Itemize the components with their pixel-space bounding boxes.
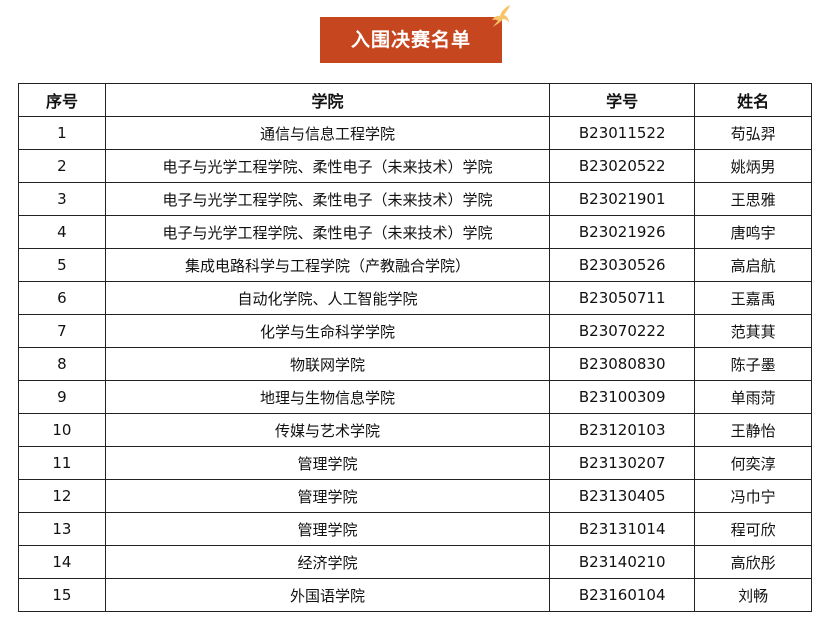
cell-student-id: B23080830	[549, 347, 696, 381]
cell-index: 6	[18, 281, 106, 315]
cell-student-id: B23030526	[549, 248, 696, 282]
cell-college: 传媒与艺术学院	[104, 413, 551, 447]
cell-student-id: B23160104	[549, 578, 696, 612]
table-row: 8 物联网学院 B23080830 陈子墨	[18, 347, 812, 381]
cell-student-id: B23100309	[549, 380, 696, 414]
cell-name: 唐鸣宇	[694, 215, 812, 249]
cell-student-id: B23050711	[549, 281, 696, 315]
cell-index: 13	[18, 512, 106, 546]
cell-student-id: B23131014	[549, 512, 696, 546]
cell-student-id: B23140210	[549, 545, 696, 579]
cell-student-id: B23021926	[549, 215, 696, 249]
cell-name: 王思雅	[694, 182, 812, 216]
cell-college: 电子与光学工程学院、柔性电子（未来技术）学院	[104, 215, 551, 249]
finalist-table: 序号 学院 学号 姓名 1 通信与信息工程学院 B23011522 苟弘羿 2 电子与光学…	[18, 83, 812, 612]
cell-name: 姚炳男	[694, 149, 812, 183]
cell-name: 范萁萁	[694, 314, 812, 348]
cell-name: 王嘉禹	[694, 281, 812, 315]
bird-icon	[492, 5, 510, 27]
table-row: 5 集成电路科学与工程学院（产教融合学院） B23030526 高启航	[18, 248, 812, 282]
table-header-row: 序号 学院 学号 姓名	[18, 83, 812, 117]
cell-name: 苟弘羿	[694, 116, 812, 150]
cell-name: 高欣彤	[694, 545, 812, 579]
table-row: 1 通信与信息工程学院 B23011522 苟弘羿	[18, 116, 812, 150]
table-row: 14 经济学院 B23140210 高欣彤	[18, 545, 812, 579]
cell-student-id: B23011522	[549, 116, 696, 150]
cell-index: 11	[18, 446, 106, 480]
cell-college: 电子与光学工程学院、柔性电子（未来技术）学院	[104, 149, 551, 183]
cell-student-id: B23130207	[549, 446, 696, 480]
cell-name: 何奕淳	[694, 446, 812, 480]
cell-student-id: B23021901	[549, 182, 696, 216]
cell-college: 地理与生物信息学院	[104, 380, 551, 414]
cell-college: 管理学院	[104, 479, 551, 513]
header-index: 序号	[18, 83, 106, 117]
cell-index: 5	[18, 248, 106, 282]
cell-college: 管理学院	[104, 446, 551, 480]
cell-index: 7	[18, 314, 106, 348]
cell-college: 电子与光学工程学院、柔性电子（未来技术）学院	[104, 182, 551, 216]
header-name: 姓名	[694, 83, 812, 117]
cell-index: 14	[18, 545, 106, 579]
cell-index: 3	[18, 182, 106, 216]
table-row: 11 管理学院 B23130207 何奕淳	[18, 446, 812, 480]
cell-name: 刘畅	[694, 578, 812, 612]
cell-college: 集成电路科学与工程学院（产教融合学院）	[104, 248, 551, 282]
table-row: 6 自动化学院、人工智能学院 B23050711 王嘉禹	[18, 281, 812, 315]
table-row: 13 管理学院 B23131014 程可欣	[18, 512, 812, 546]
table-row: 10 传媒与艺术学院 B23120103 王静怡	[18, 413, 812, 447]
header-college: 学院	[104, 83, 551, 117]
page-title: 入围决赛名单	[350, 29, 471, 51]
cell-name: 高启航	[694, 248, 812, 282]
cell-index: 2	[18, 149, 106, 183]
cell-index: 15	[18, 578, 106, 612]
cell-student-id: B23120103	[549, 413, 696, 447]
cell-index: 1	[18, 116, 106, 150]
cell-name: 王静怡	[694, 413, 812, 447]
header-student-id: 学号	[549, 83, 696, 117]
cell-index: 9	[18, 380, 106, 414]
cell-student-id: B23130405	[549, 479, 696, 513]
cell-college: 经济学院	[104, 545, 551, 579]
cell-index: 8	[18, 347, 106, 381]
cell-name: 程可欣	[694, 512, 812, 546]
table-row: 4 电子与光学工程学院、柔性电子（未来技术）学院 B23021926 唐鸣宇	[18, 215, 812, 249]
cell-college: 化学与生命科学学院	[104, 314, 551, 348]
table-row: 3 电子与光学工程学院、柔性电子（未来技术）学院 B23021901 王思雅	[18, 182, 812, 216]
cell-college: 管理学院	[104, 512, 551, 546]
cell-college: 物联网学院	[104, 347, 551, 381]
cell-college: 通信与信息工程学院	[104, 116, 551, 150]
title-banner: 入围决赛名单	[320, 17, 502, 63]
cell-index: 12	[18, 479, 106, 513]
cell-college: 自动化学院、人工智能学院	[104, 281, 551, 315]
table-row: 15 外国语学院 B23160104 刘畅	[18, 578, 812, 612]
cell-college: 外国语学院	[104, 578, 551, 612]
table-row: 2 电子与光学工程学院、柔性电子（未来技术）学院 B23020522 姚炳男	[18, 149, 812, 183]
cell-name: 单雨菏	[694, 380, 812, 414]
cell-student-id: B23020522	[549, 149, 696, 183]
table-row: 7 化学与生命科学学院 B23070222 范萁萁	[18, 314, 812, 348]
cell-name: 陈子墨	[694, 347, 812, 381]
cell-student-id: B23070222	[549, 314, 696, 348]
cell-name: 冯巾宁	[694, 479, 812, 513]
cell-index: 4	[18, 215, 106, 249]
table-row: 12 管理学院 B23130405 冯巾宁	[18, 479, 812, 513]
cell-index: 10	[18, 413, 106, 447]
table-row: 9 地理与生物信息学院 B23100309 单雨菏	[18, 380, 812, 414]
